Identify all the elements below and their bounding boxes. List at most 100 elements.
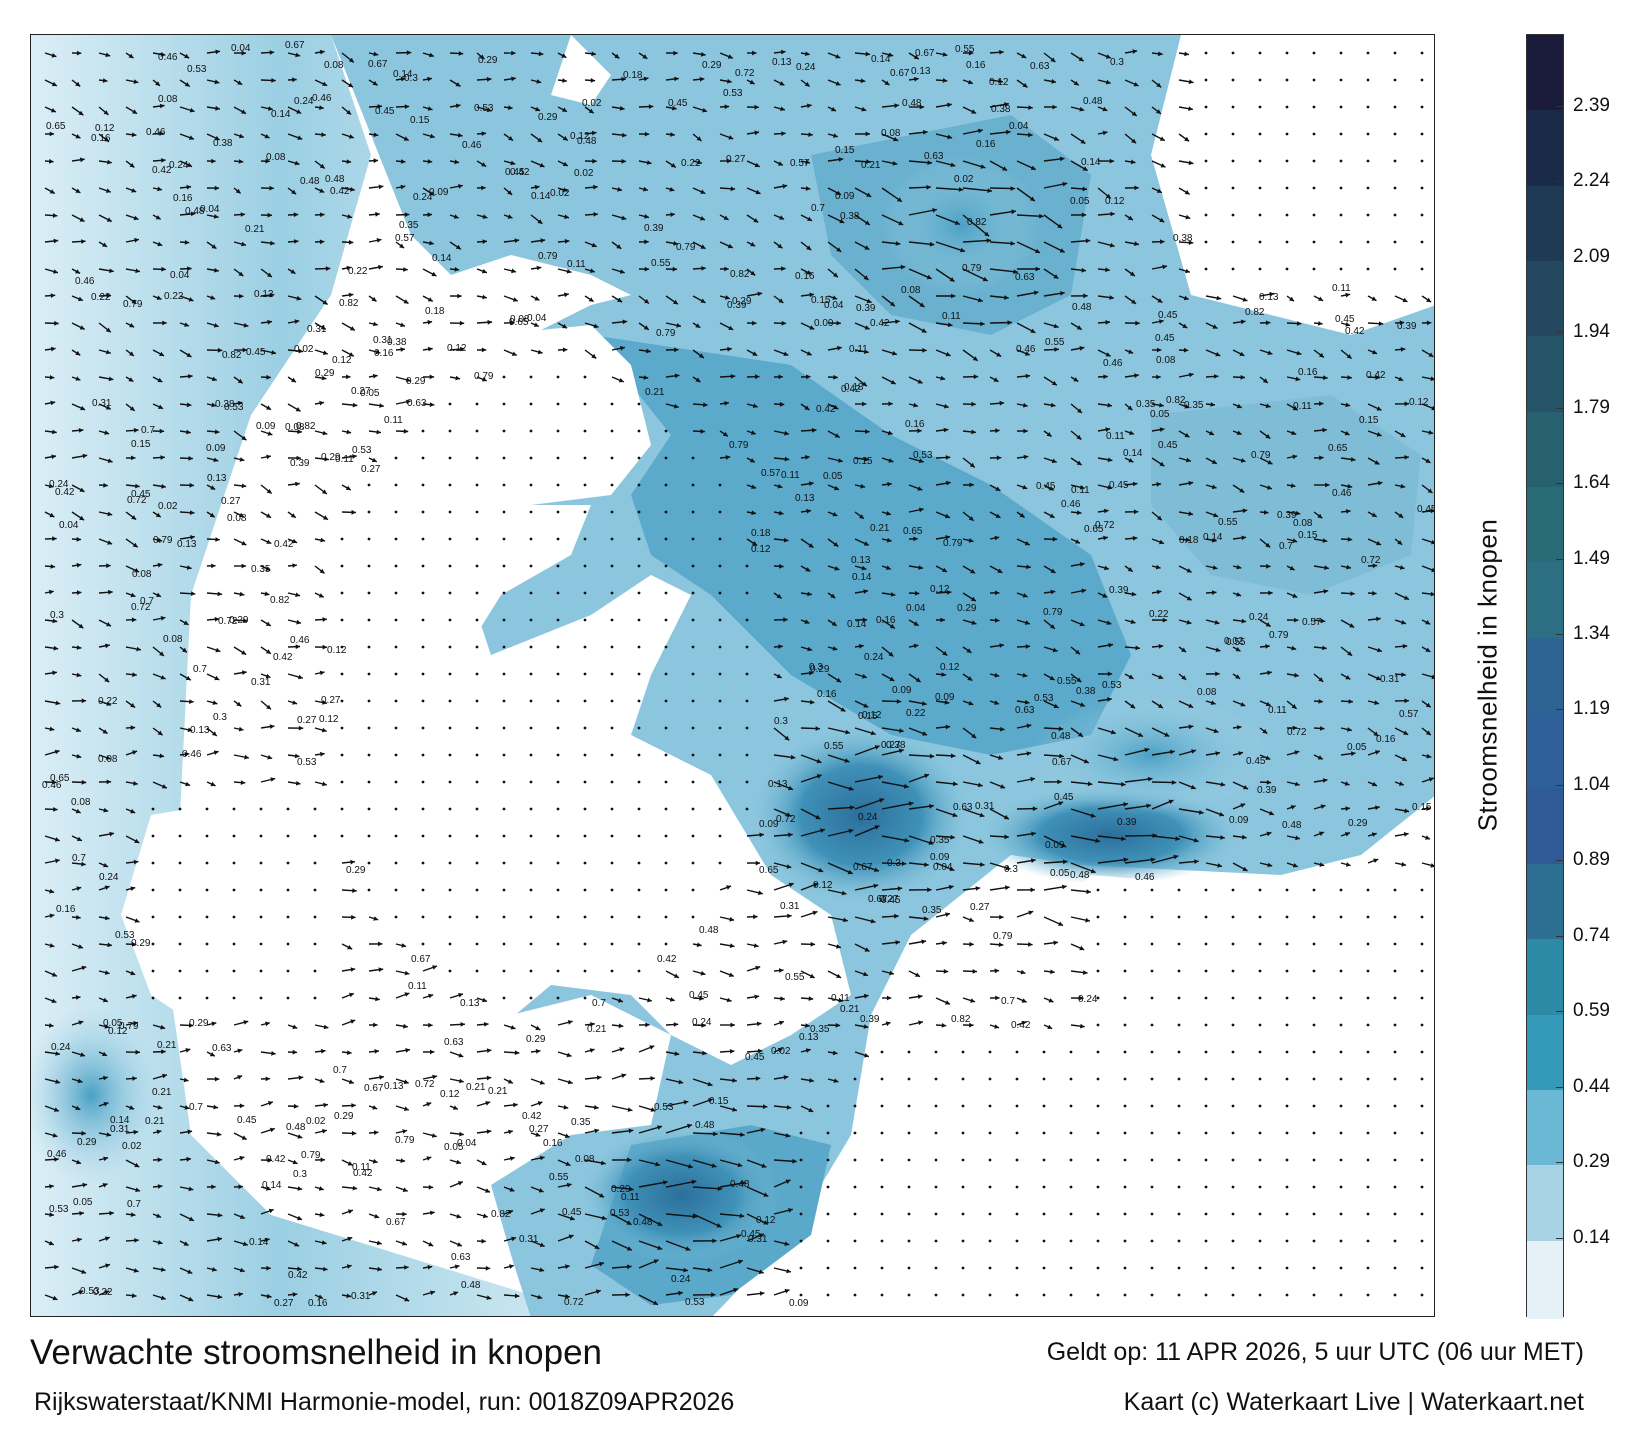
current-arrow-head bbox=[646, 160, 652, 165]
current-arrow-head bbox=[183, 620, 189, 625]
current-arrow-head bbox=[79, 325, 85, 330]
current-arrow-head bbox=[863, 971, 868, 977]
current-arrow-head bbox=[1403, 730, 1409, 735]
grid-dot bbox=[502, 834, 506, 838]
current-arrow-head bbox=[696, 136, 702, 141]
grid-dot bbox=[1285, 1050, 1289, 1054]
speed-label: 0.45 bbox=[131, 489, 151, 500]
current-arrow-head bbox=[352, 402, 358, 408]
current-arrow-head bbox=[644, 131, 650, 137]
current-arrow-head bbox=[509, 1156, 515, 1161]
current-arrow-head bbox=[479, 54, 485, 60]
current-arrow-head bbox=[460, 1022, 465, 1027]
current-arrow-head bbox=[1004, 834, 1009, 840]
grid-dot bbox=[1393, 240, 1397, 244]
current-arrow-head bbox=[788, 785, 793, 791]
grid-dot bbox=[826, 1104, 830, 1108]
current-arrow-head bbox=[350, 859, 355, 865]
grid-dot bbox=[529, 726, 533, 730]
grid-dot bbox=[556, 780, 560, 784]
grid-dot bbox=[556, 807, 560, 811]
current-arrow-head bbox=[318, 593, 324, 598]
current-arrow-head bbox=[1053, 136, 1059, 141]
current-arrow-head bbox=[1155, 109, 1161, 114]
grid-dot bbox=[1096, 1185, 1100, 1189]
grid-dot bbox=[394, 672, 398, 676]
current-arrow-head bbox=[322, 1129, 327, 1134]
current-arrow-head bbox=[377, 104, 383, 109]
current-arrow-head bbox=[804, 81, 810, 87]
speed-label: 0.65 bbox=[46, 121, 66, 132]
grid-dot bbox=[286, 942, 290, 946]
current-arrow-head bbox=[426, 1156, 432, 1161]
grid-dot bbox=[151, 834, 155, 838]
grid-dot bbox=[1258, 1239, 1262, 1243]
grid-dot bbox=[1204, 78, 1208, 82]
current-arrow-head bbox=[295, 592, 300, 598]
current-arrow-head bbox=[291, 189, 297, 195]
speed-label: 0.11 bbox=[1332, 283, 1351, 294]
grid-dot bbox=[340, 807, 344, 811]
current-arrow-head bbox=[81, 698, 87, 704]
current-arrow-head bbox=[758, 1048, 763, 1054]
current-arrow-head bbox=[54, 1264, 59, 1270]
grid-dot bbox=[718, 780, 722, 784]
grid-dot bbox=[1393, 267, 1397, 271]
grid-dot bbox=[475, 618, 479, 622]
speed-label: 0.38 bbox=[1173, 233, 1193, 244]
grid-dot bbox=[907, 1158, 911, 1162]
current-arrow-head bbox=[294, 753, 300, 759]
current-arrow-head bbox=[241, 1135, 247, 1140]
grid-dot bbox=[259, 915, 263, 919]
current-arrow-head bbox=[562, 136, 568, 141]
current-arrow-head bbox=[482, 1213, 488, 1219]
current-arrow-head bbox=[1048, 486, 1054, 491]
current-arrow-head bbox=[428, 1184, 434, 1190]
current-arrow-head bbox=[655, 1161, 660, 1167]
speed-label: 0.35 bbox=[399, 220, 419, 231]
current-arrow-head bbox=[48, 1240, 54, 1246]
grid-dot bbox=[313, 807, 317, 811]
current-arrow-head bbox=[161, 1049, 166, 1055]
speed-label: 0.63 bbox=[1030, 61, 1050, 72]
current-arrow-head bbox=[1319, 352, 1324, 358]
grid-dot bbox=[448, 483, 452, 487]
current-arrow-head bbox=[617, 297, 623, 303]
speed-label: 0.79 bbox=[395, 1135, 415, 1146]
current-arrow-head bbox=[564, 1133, 570, 1138]
current-arrow-head bbox=[481, 377, 487, 382]
current-arrow-head bbox=[211, 563, 216, 569]
current-arrow-head bbox=[562, 107, 567, 112]
current-arrow-head bbox=[103, 1075, 108, 1081]
current-arrow-head bbox=[1425, 702, 1431, 708]
grid-dot bbox=[907, 1293, 911, 1297]
current-arrow-head bbox=[943, 969, 949, 974]
current-arrow-head bbox=[561, 53, 567, 58]
current-arrow-head bbox=[108, 589, 113, 595]
current-arrow-head bbox=[1052, 536, 1058, 542]
speed-label: 0.35 bbox=[251, 564, 271, 575]
current-arrow-head bbox=[618, 378, 624, 383]
speed-label: 0.79 bbox=[119, 1021, 139, 1032]
current-arrow-head bbox=[485, 1101, 491, 1106]
current-arrow-head bbox=[863, 993, 869, 999]
current-arrow-head bbox=[590, 1022, 595, 1027]
current-arrow bbox=[827, 806, 855, 810]
grid-dot bbox=[1096, 1023, 1100, 1027]
current-arrow-head bbox=[375, 211, 380, 217]
grid-dot bbox=[718, 672, 722, 676]
current-arrow-head bbox=[1347, 651, 1353, 656]
current-arrow-head bbox=[629, 1186, 634, 1192]
current-arrow-head bbox=[210, 781, 216, 787]
current-arrow-head bbox=[1430, 376, 1434, 382]
current-arrow bbox=[1097, 781, 1126, 786]
current-arrow-head bbox=[622, 132, 627, 138]
current-arrow-head bbox=[156, 1213, 162, 1218]
current-arrow-head bbox=[135, 1049, 140, 1055]
grid-dot bbox=[502, 564, 506, 568]
current-arrow-head bbox=[432, 965, 437, 970]
current-arrow-head bbox=[695, 323, 701, 328]
grid-dot bbox=[1258, 1131, 1262, 1135]
grid-dot bbox=[1015, 1185, 1019, 1189]
grid-dot bbox=[367, 537, 371, 541]
